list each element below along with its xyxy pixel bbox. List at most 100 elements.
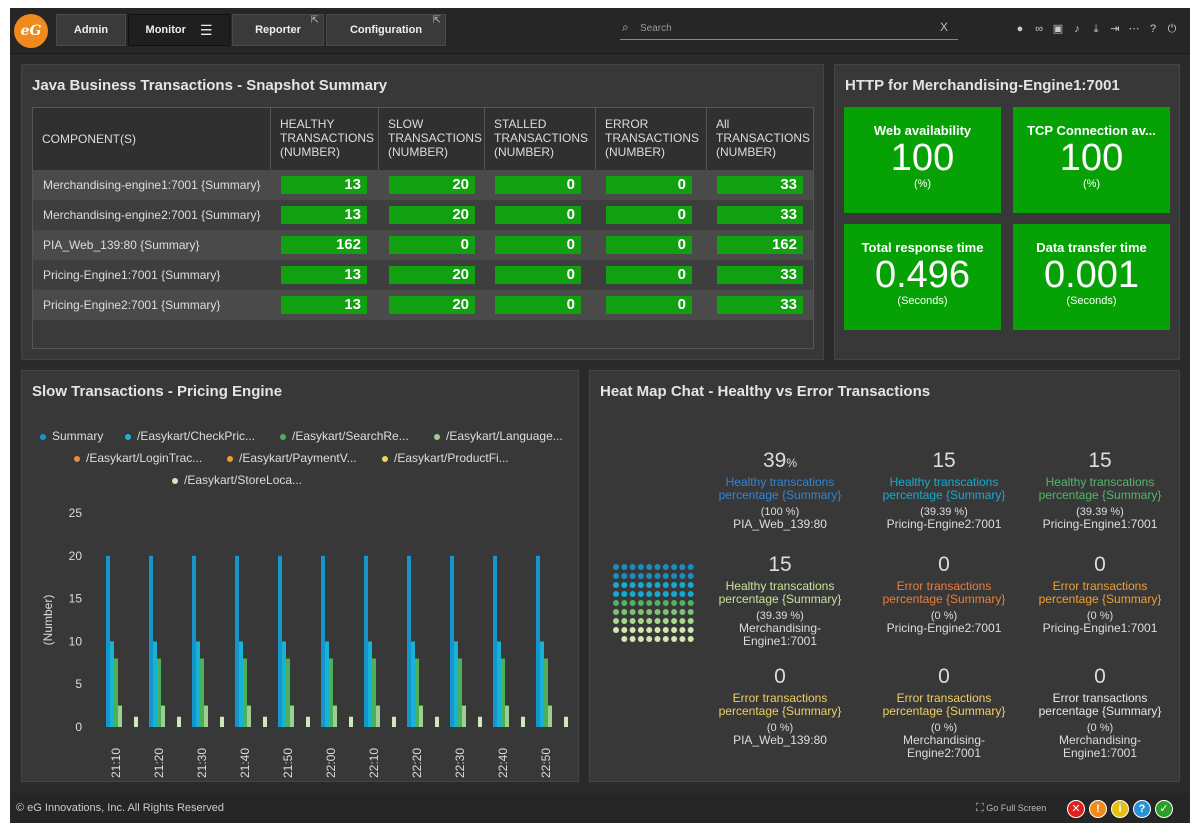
table-row[interactable]: Merchandising-engine1:7001 {Summary} 13 20…: [33, 170, 813, 200]
transaction-count[interactable]: 0: [606, 266, 692, 284]
search-input[interactable]: Search: [640, 23, 672, 34]
chart-bar[interactable]: [501, 658, 505, 727]
link-icon[interactable]: ∞: [1035, 23, 1043, 35]
transaction-count[interactable]: 162: [717, 236, 803, 254]
heat-map-cell[interactable]: 15 Healthy transcations percentage {Summar…: [1025, 449, 1175, 531]
heat-map-dot-grid[interactable]: [612, 563, 696, 647]
tile-web-availability[interactable]: Web availability 100 (%): [844, 107, 1001, 213]
transaction-count[interactable]: 13: [281, 266, 367, 284]
transaction-count[interactable]: 20: [389, 206, 475, 224]
more-icon[interactable]: ⋯: [1128, 23, 1140, 35]
transaction-count[interactable]: 0: [495, 236, 581, 254]
transaction-count[interactable]: 0: [606, 206, 692, 224]
chart-bar[interactable]: [435, 716, 439, 727]
component-name[interactable]: Merchandising-engine2:7001 {Summary}: [43, 208, 261, 222]
tab-admin[interactable]: Admin: [56, 14, 126, 46]
transaction-count[interactable]: 0: [495, 266, 581, 284]
heat-map-cell[interactable]: 39% Healthy transcations percentage {Summa…: [705, 449, 855, 531]
chart-bar[interactable]: [114, 658, 118, 727]
chart-bar[interactable]: [220, 716, 224, 727]
chart-bar[interactable]: [536, 555, 540, 727]
chart-bar[interactable]: [290, 705, 294, 727]
header-stalled[interactable]: STALLED TRANSACTIONS (NUMBER): [485, 108, 596, 170]
chart-bar[interactable]: [306, 716, 310, 727]
chart-bar[interactable]: [364, 555, 368, 727]
table-row[interactable]: Pricing-Engine1:7001 {Summary} 13 20 0 0 33: [33, 260, 813, 290]
chart-bar[interactable]: [462, 705, 466, 727]
user-icon[interactable]: ●: [1016, 23, 1024, 35]
signin-icon[interactable]: ⇥: [1110, 23, 1120, 35]
component-name[interactable]: Pricing-Engine2:7001 {Summary}: [43, 298, 221, 312]
component-name[interactable]: Pricing-Engine1:7001 {Summary}: [43, 268, 221, 282]
legend-item[interactable]: /Easykart/CheckPric...: [125, 429, 255, 443]
legend-item[interactable]: /Easykart/ProductFi...: [382, 451, 509, 465]
chart-bar[interactable]: [153, 641, 157, 727]
header-error[interactable]: ERROR TRANSACTIONS (NUMBER): [596, 108, 707, 170]
legend-item[interactable]: /Easykart/SearchRe...: [280, 429, 409, 443]
chart-bar[interactable]: [376, 705, 380, 727]
transaction-count[interactable]: 20: [389, 176, 475, 194]
tab-monitor[interactable]: Monitor ☰: [128, 14, 230, 46]
heat-map-cell[interactable]: 0 Error transactions percentage {Summary} (…: [869, 553, 1019, 635]
heat-map-cell[interactable]: 15 Healthy transcations percentage {Summar…: [705, 553, 855, 648]
chart-bar[interactable]: [521, 716, 525, 727]
chart-bar[interactable]: [204, 705, 208, 727]
chart-bar[interactable]: [118, 705, 122, 727]
header-slow[interactable]: SLOW TRANSACTIONS (NUMBER): [379, 108, 485, 170]
search-box[interactable]: ⌕ Search X: [620, 20, 958, 40]
go-full-screen-button[interactable]: ⛶ Go Full Screen: [976, 802, 1046, 815]
chart-bar[interactable]: [329, 658, 333, 727]
legend-item[interactable]: Summary: [40, 429, 103, 443]
chart-bar[interactable]: [161, 705, 165, 727]
help-icon[interactable]: ?: [1149, 23, 1157, 35]
table-row[interactable]: Merchandising-engine2:7001 {Summary} 13 20…: [33, 200, 813, 230]
tab-reporter[interactable]: Reporter ⇱: [232, 14, 324, 46]
heat-map-cell[interactable]: 0 Error transactions percentage {Summary} (…: [1025, 665, 1175, 760]
transaction-count[interactable]: 0: [606, 296, 692, 314]
chart-bar[interactable]: [106, 555, 110, 727]
chart-bar[interactable]: [149, 555, 153, 727]
transaction-count[interactable]: 33: [717, 176, 803, 194]
chart-bar[interactable]: [282, 641, 286, 727]
tile-data-transfer-time[interactable]: Data transfer time 0.001 (Seconds): [1013, 224, 1170, 330]
component-name[interactable]: Merchandising-engine1:7001 {Summary}: [43, 178, 261, 192]
transaction-count[interactable]: 33: [717, 296, 803, 314]
transaction-count[interactable]: 33: [717, 206, 803, 224]
chart-bar[interactable]: [372, 658, 376, 727]
transaction-count[interactable]: 0: [389, 236, 475, 254]
bell-icon[interactable]: ♪: [1074, 23, 1080, 35]
legend-item[interactable]: /Easykart/LoginTrac...: [74, 451, 202, 465]
tile-tcp-connection[interactable]: TCP Connection av... 100 (%): [1013, 107, 1170, 213]
transaction-count[interactable]: 33: [717, 266, 803, 284]
table-row[interactable]: Pricing-Engine2:7001 {Summary} 13 20 0 0 33: [33, 290, 813, 320]
minor-status-icon[interactable]: i: [1111, 800, 1129, 818]
normal-status-icon[interactable]: ✓: [1155, 800, 1173, 818]
transaction-count[interactable]: 20: [389, 266, 475, 284]
chart-bar[interactable]: [392, 716, 396, 727]
chart-bar[interactable]: [454, 641, 458, 727]
chart-bar[interactable]: [134, 716, 138, 727]
heat-map-cell[interactable]: 0 Error transactions percentage {Summary} (…: [869, 665, 1019, 760]
chart-bar[interactable]: [349, 716, 353, 727]
component-name[interactable]: PIA_Web_139:80 {Summary}: [43, 238, 200, 252]
transaction-count[interactable]: 0: [495, 176, 581, 194]
legend-item[interactable]: /Easykart/PaymentV...: [227, 451, 357, 465]
chart-bar[interactable]: [540, 641, 544, 727]
chart-bar[interactable]: [544, 658, 548, 727]
transaction-count[interactable]: 13: [281, 206, 367, 224]
transaction-count[interactable]: 0: [495, 296, 581, 314]
tab-configuration[interactable]: Configuration ⇱: [326, 14, 446, 46]
heat-map-cell[interactable]: 0 Error transactions percentage {Summary} (…: [705, 665, 855, 747]
chart-bar[interactable]: [200, 658, 204, 727]
chart-bar[interactable]: [415, 658, 419, 727]
download-icon[interactable]: ⤓: [1093, 23, 1099, 35]
heat-map-cell[interactable]: 0 Error transactions percentage {Summary} (…: [1025, 553, 1175, 635]
hamburger-menu-icon[interactable]: ☰: [199, 22, 213, 38]
chart-bar[interactable]: [478, 716, 482, 727]
transaction-count[interactable]: 162: [281, 236, 367, 254]
chart-bar[interactable]: [548, 705, 552, 727]
legend-item[interactable]: /Easykart/StoreLoca...: [172, 473, 302, 487]
chart-bar[interactable]: [247, 705, 251, 727]
chart-bar[interactable]: [286, 658, 290, 727]
chart-bar[interactable]: [493, 555, 497, 727]
